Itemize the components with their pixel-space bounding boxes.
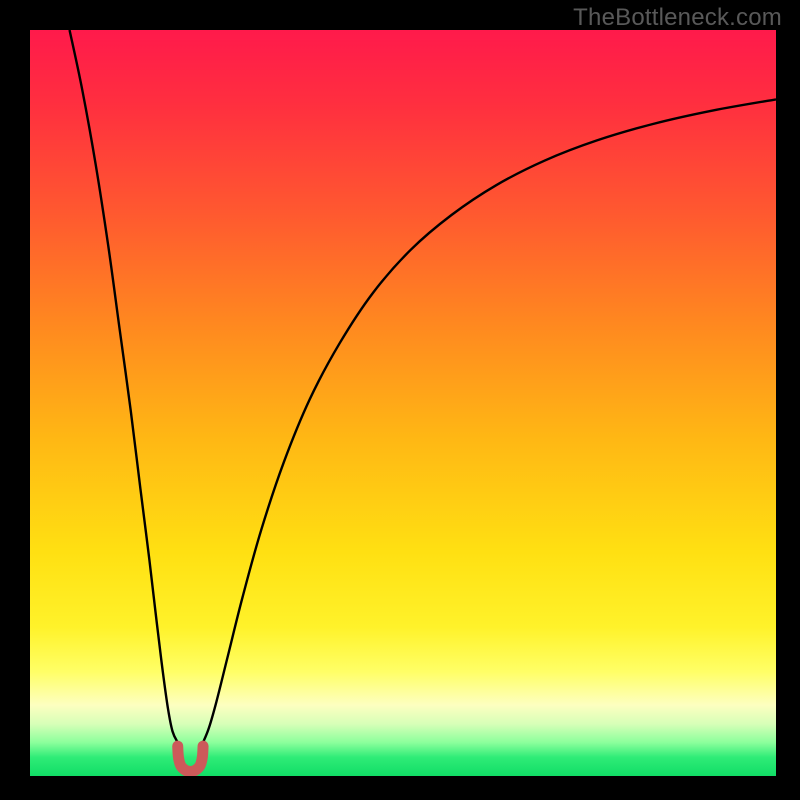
- outer-frame: TheBottleneck.com: [0, 0, 800, 800]
- plot-area: [30, 30, 776, 776]
- gradient-background: [30, 30, 776, 776]
- watermark-text: TheBottleneck.com: [573, 4, 782, 32]
- chart-svg: [30, 30, 776, 776]
